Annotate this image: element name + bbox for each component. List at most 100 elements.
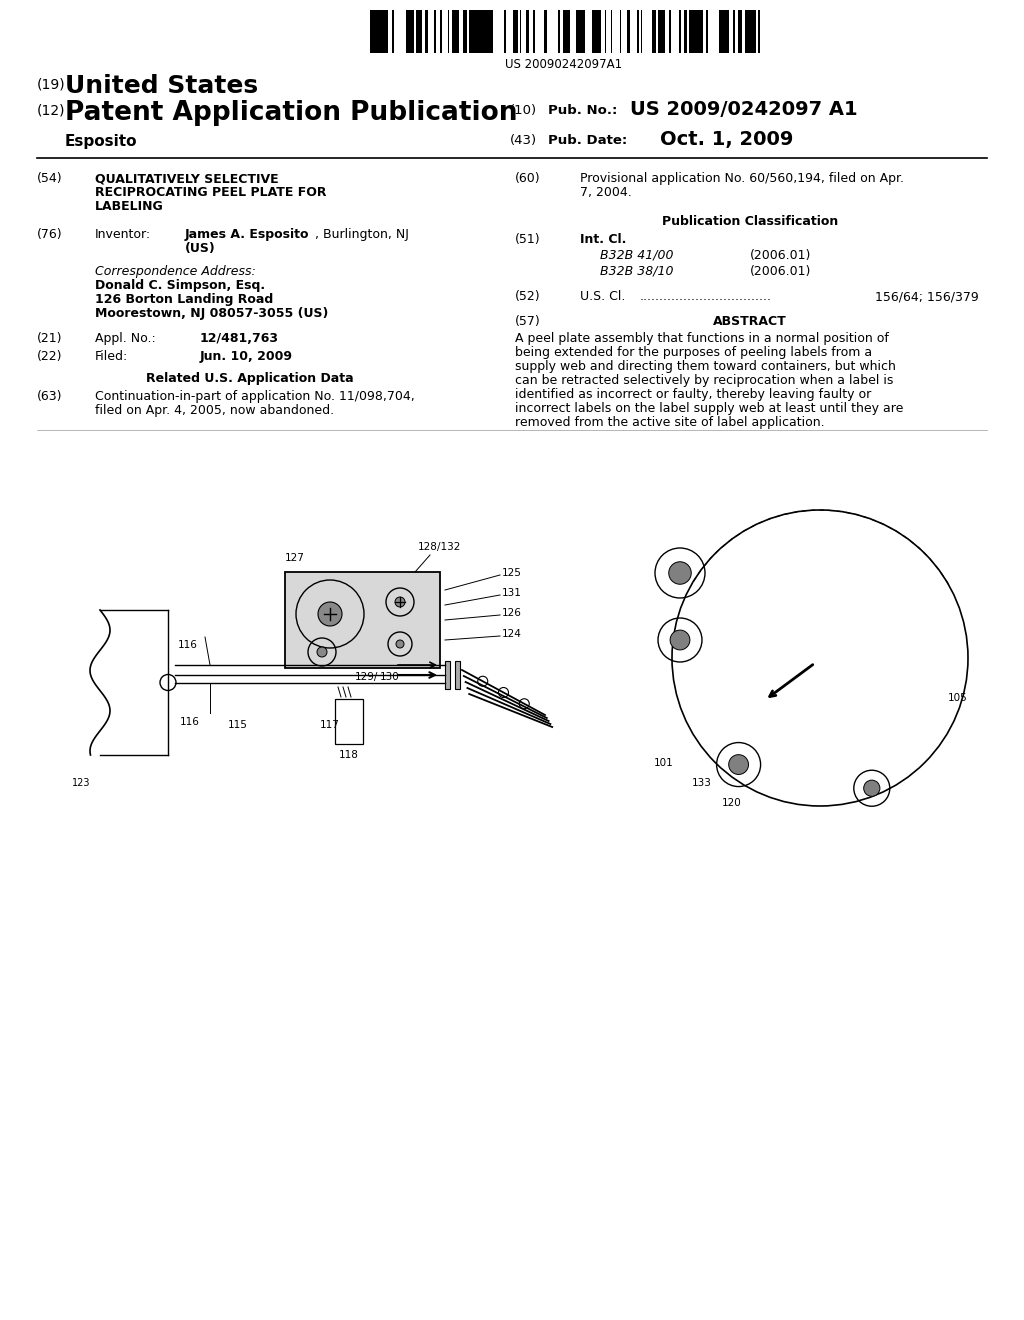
Bar	[535, 11, 538, 53]
Circle shape	[863, 780, 880, 796]
Bar	[507, 11, 511, 53]
Text: (19): (19)	[37, 78, 66, 92]
Text: (43): (43)	[510, 135, 538, 147]
Text: Pub. No.:: Pub. No.:	[548, 104, 617, 117]
Bar	[396, 11, 399, 53]
Circle shape	[317, 647, 327, 657]
Bar	[540, 11, 544, 53]
Text: /132: /132	[437, 543, 461, 552]
Bar	[455, 661, 460, 689]
Bar	[548, 11, 551, 53]
Text: 126: 126	[502, 609, 522, 618]
Bar	[615, 11, 617, 53]
Bar	[518, 11, 520, 53]
Text: 115: 115	[228, 719, 248, 730]
Text: can be retracted selectively by reciprocation when a label is: can be retracted selectively by reciproc…	[515, 374, 893, 387]
Bar	[523, 11, 525, 53]
Bar	[553, 11, 556, 53]
Text: 128: 128	[418, 543, 438, 552]
Bar	[676, 11, 679, 53]
Text: Filed:: Filed:	[95, 350, 128, 363]
Bar	[601, 11, 605, 53]
Bar	[524, 11, 526, 53]
Bar	[537, 11, 540, 53]
Text: 126 Borton Landing Road: 126 Borton Landing Road	[95, 293, 273, 306]
Text: Int. Cl.: Int. Cl.	[580, 234, 627, 246]
Text: 7, 2004.: 7, 2004.	[580, 186, 632, 199]
Text: 127: 127	[285, 553, 305, 564]
Text: Jun. 10, 2009: Jun. 10, 2009	[200, 350, 293, 363]
Bar	[496, 11, 499, 53]
Bar	[665, 11, 669, 53]
Bar	[445, 661, 450, 689]
Bar	[422, 11, 425, 53]
Text: (51): (51)	[515, 234, 541, 246]
Bar	[656, 11, 658, 53]
Bar	[432, 11, 434, 53]
Text: .................................: .................................	[640, 290, 772, 304]
Bar	[646, 11, 649, 53]
Bar	[493, 11, 497, 53]
Circle shape	[729, 755, 749, 775]
Text: 124: 124	[502, 630, 522, 639]
Bar	[708, 11, 712, 53]
Text: incorrect labels on the label supply web at least until they are: incorrect labels on the label supply web…	[515, 403, 903, 414]
Bar	[589, 11, 592, 53]
Bar	[729, 11, 733, 53]
Bar	[585, 11, 589, 53]
Bar	[449, 11, 452, 53]
Bar	[573, 11, 575, 53]
Text: (22): (22)	[37, 350, 62, 363]
Text: 116: 116	[178, 640, 198, 649]
Bar	[645, 11, 647, 53]
Text: 125: 125	[502, 568, 522, 578]
Text: (10): (10)	[510, 104, 538, 117]
Bar	[498, 11, 502, 53]
Text: 118: 118	[339, 750, 359, 760]
Bar	[285, 572, 440, 668]
Bar	[538, 11, 541, 53]
Bar	[681, 11, 684, 53]
Text: ABSTRACT: ABSTRACT	[713, 315, 786, 327]
Circle shape	[499, 688, 509, 697]
Bar	[428, 11, 430, 53]
Text: (76): (76)	[37, 228, 62, 242]
Bar	[402, 11, 406, 53]
Bar	[459, 11, 463, 53]
Bar	[570, 11, 574, 53]
Circle shape	[519, 698, 529, 709]
Bar	[630, 11, 634, 53]
Text: LABELING: LABELING	[95, 201, 164, 213]
Bar	[639, 11, 641, 53]
Bar	[703, 11, 706, 53]
Bar	[370, 11, 760, 53]
Text: A peel plate assembly that functions in a normal position of: A peel plate assembly that functions in …	[515, 333, 889, 345]
Text: 120: 120	[722, 799, 741, 808]
Text: Related U.S. Application Data: Related U.S. Application Data	[146, 372, 354, 385]
Bar	[551, 11, 553, 53]
Circle shape	[396, 640, 404, 648]
Text: QUALITATIVELY SELECTIVE: QUALITATIVELY SELECTIVE	[95, 172, 279, 185]
Bar	[687, 11, 689, 53]
Circle shape	[395, 597, 406, 607]
Text: (63): (63)	[37, 389, 62, 403]
Text: 116: 116	[180, 717, 200, 727]
Text: (21): (21)	[37, 333, 62, 345]
Text: Oct. 1, 2009: Oct. 1, 2009	[660, 129, 794, 149]
Text: U.S. Cl.: U.S. Cl.	[580, 290, 630, 304]
Text: (60): (60)	[515, 172, 541, 185]
Bar	[510, 11, 513, 53]
Text: (US): (US)	[185, 242, 216, 255]
Text: removed from the active site of label application.: removed from the active site of label ap…	[515, 416, 824, 429]
Text: (52): (52)	[515, 290, 541, 304]
Bar	[401, 11, 404, 53]
Bar	[716, 11, 719, 53]
Bar	[506, 11, 509, 53]
Bar	[436, 11, 440, 53]
Text: United States: United States	[65, 74, 258, 98]
Text: US 20090242097A1: US 20090242097A1	[506, 58, 623, 71]
Text: (2006.01): (2006.01)	[750, 265, 811, 279]
Bar	[616, 11, 620, 53]
Text: identified as incorrect or faulty, thereby leaving faulty or: identified as incorrect or faulty, there…	[515, 388, 871, 401]
Text: being extended for the purposes of peeling labels from a: being extended for the purposes of peeli…	[515, 346, 872, 359]
